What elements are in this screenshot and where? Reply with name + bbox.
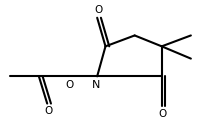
Text: N: N [92, 80, 100, 90]
Text: O: O [159, 109, 167, 119]
Text: O: O [94, 5, 102, 15]
Text: O: O [65, 80, 73, 90]
Text: O: O [44, 106, 52, 116]
